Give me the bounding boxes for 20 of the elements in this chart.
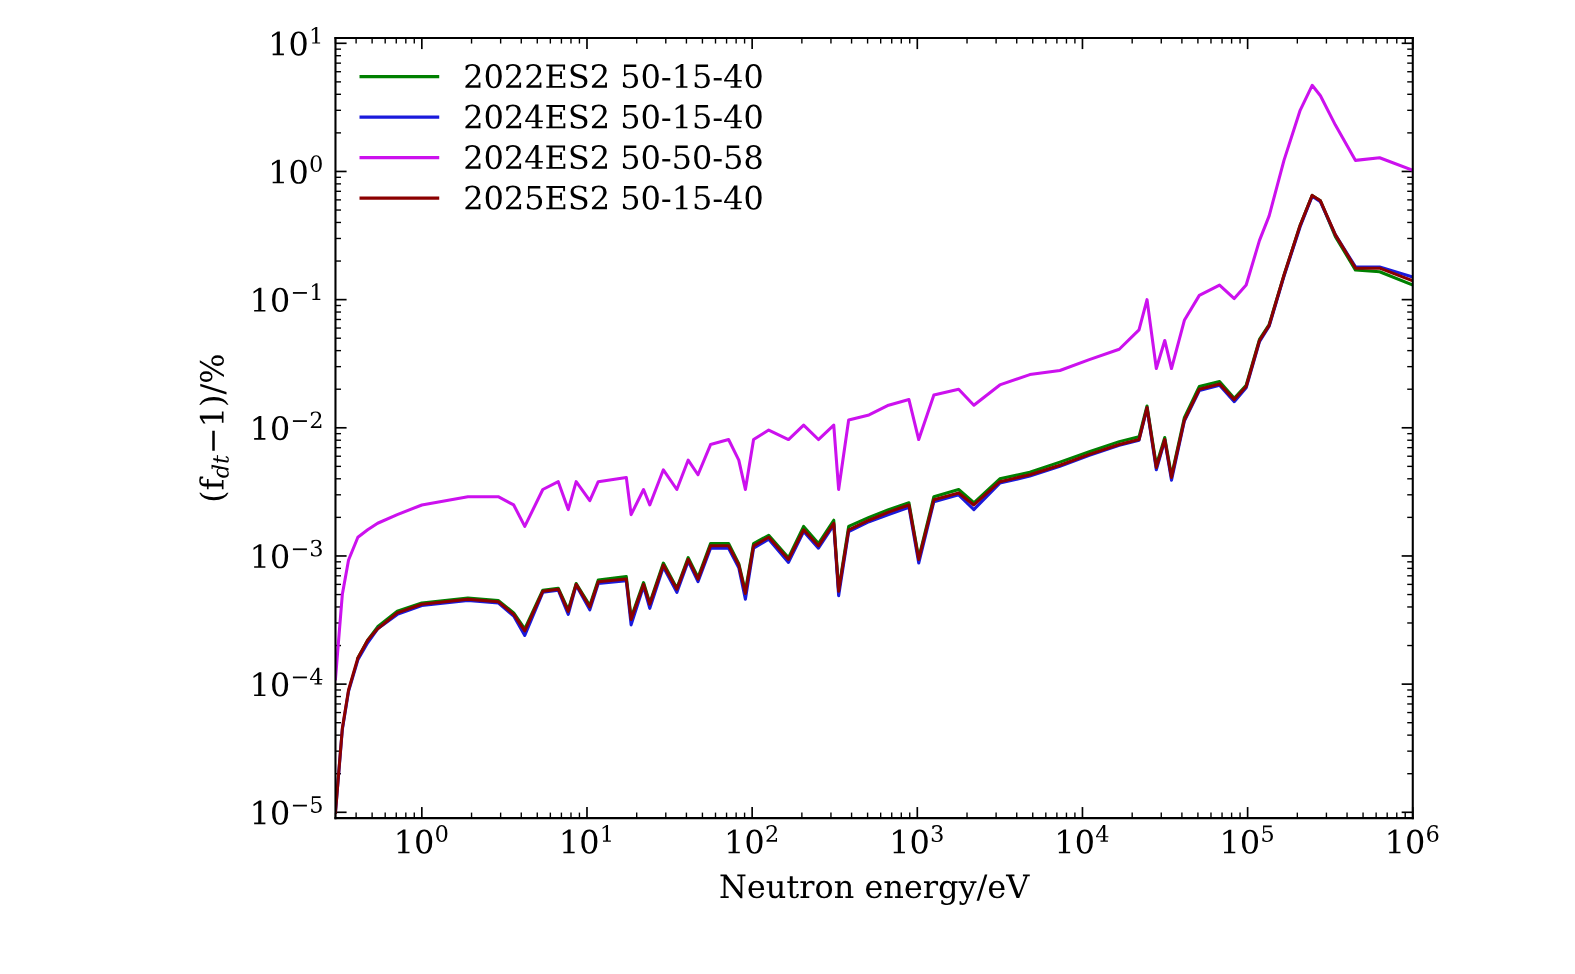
x-tick-label: 10$^{1}$: [562, 825, 611, 854]
y-tick-label: 10$^{1}$: [272, 27, 321, 56]
legend-label: 2022ES2 50-15-40: [465, 64, 762, 89]
legend-label: 2024ES2 50-50-58: [465, 145, 762, 170]
x-tick-label: 10$^{4}$: [1058, 825, 1109, 854]
y-tick-label: 10$^{0}$: [272, 155, 322, 184]
x-tick-label: 10$^{0}$: [397, 825, 448, 854]
y-tick-label: 10$^{−1}$: [253, 283, 321, 312]
legend-label: 2024ES2 50-15-40: [465, 104, 762, 129]
x-tick-label: 10$^{6}$: [1388, 825, 1439, 854]
y-tick-label: 10$^{−5}$: [253, 796, 322, 825]
y-tick-label: 10$^{−4}$: [253, 667, 323, 697]
y-tick-label: 10$^{−2}$: [253, 411, 322, 441]
x-axis-title: Neutron energy/eV: [720, 874, 1030, 905]
x-tick-label: 10$^{2}$: [727, 825, 778, 854]
x-tick-label: 10$^{5}$: [1223, 825, 1273, 854]
legend-label: 2025ES2 50-15-40: [465, 185, 762, 210]
y-axis-title: (f$_{dt}$−1)/%: [199, 355, 229, 501]
y-tick-label: 10$^{−3}$: [253, 539, 322, 569]
x-tick-label: 10$^{3}$: [893, 825, 943, 854]
